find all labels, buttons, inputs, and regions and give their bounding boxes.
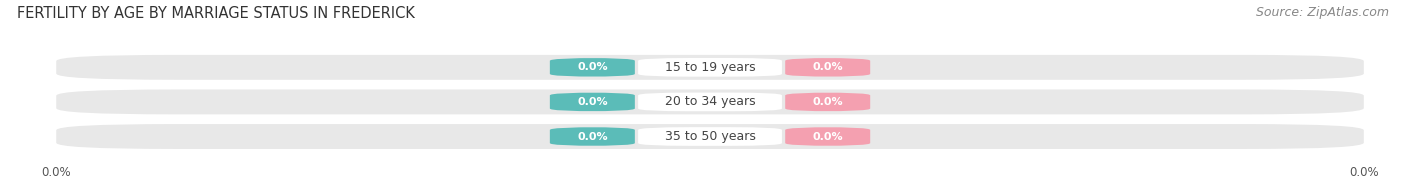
FancyBboxPatch shape (785, 93, 870, 111)
FancyBboxPatch shape (785, 58, 870, 77)
Text: 15 to 19 years: 15 to 19 years (665, 61, 755, 74)
FancyBboxPatch shape (638, 93, 782, 111)
Text: 20 to 34 years: 20 to 34 years (665, 95, 755, 108)
Text: 0.0%: 0.0% (813, 132, 844, 142)
Text: 0.0%: 0.0% (576, 132, 607, 142)
Text: FERTILITY BY AGE BY MARRIAGE STATUS IN FREDERICK: FERTILITY BY AGE BY MARRIAGE STATUS IN F… (17, 6, 415, 21)
Text: Source: ZipAtlas.com: Source: ZipAtlas.com (1256, 6, 1389, 19)
Text: 0.0%: 0.0% (813, 62, 844, 72)
Text: 0.0%: 0.0% (576, 62, 607, 72)
FancyBboxPatch shape (550, 127, 636, 146)
Text: 0.0%: 0.0% (813, 97, 844, 107)
FancyBboxPatch shape (56, 89, 1364, 114)
FancyBboxPatch shape (56, 124, 1364, 149)
FancyBboxPatch shape (785, 127, 870, 146)
Text: 35 to 50 years: 35 to 50 years (665, 130, 755, 143)
FancyBboxPatch shape (638, 58, 782, 77)
Text: 0.0%: 0.0% (576, 97, 607, 107)
FancyBboxPatch shape (638, 127, 782, 146)
FancyBboxPatch shape (550, 58, 636, 77)
FancyBboxPatch shape (550, 93, 636, 111)
FancyBboxPatch shape (56, 55, 1364, 80)
